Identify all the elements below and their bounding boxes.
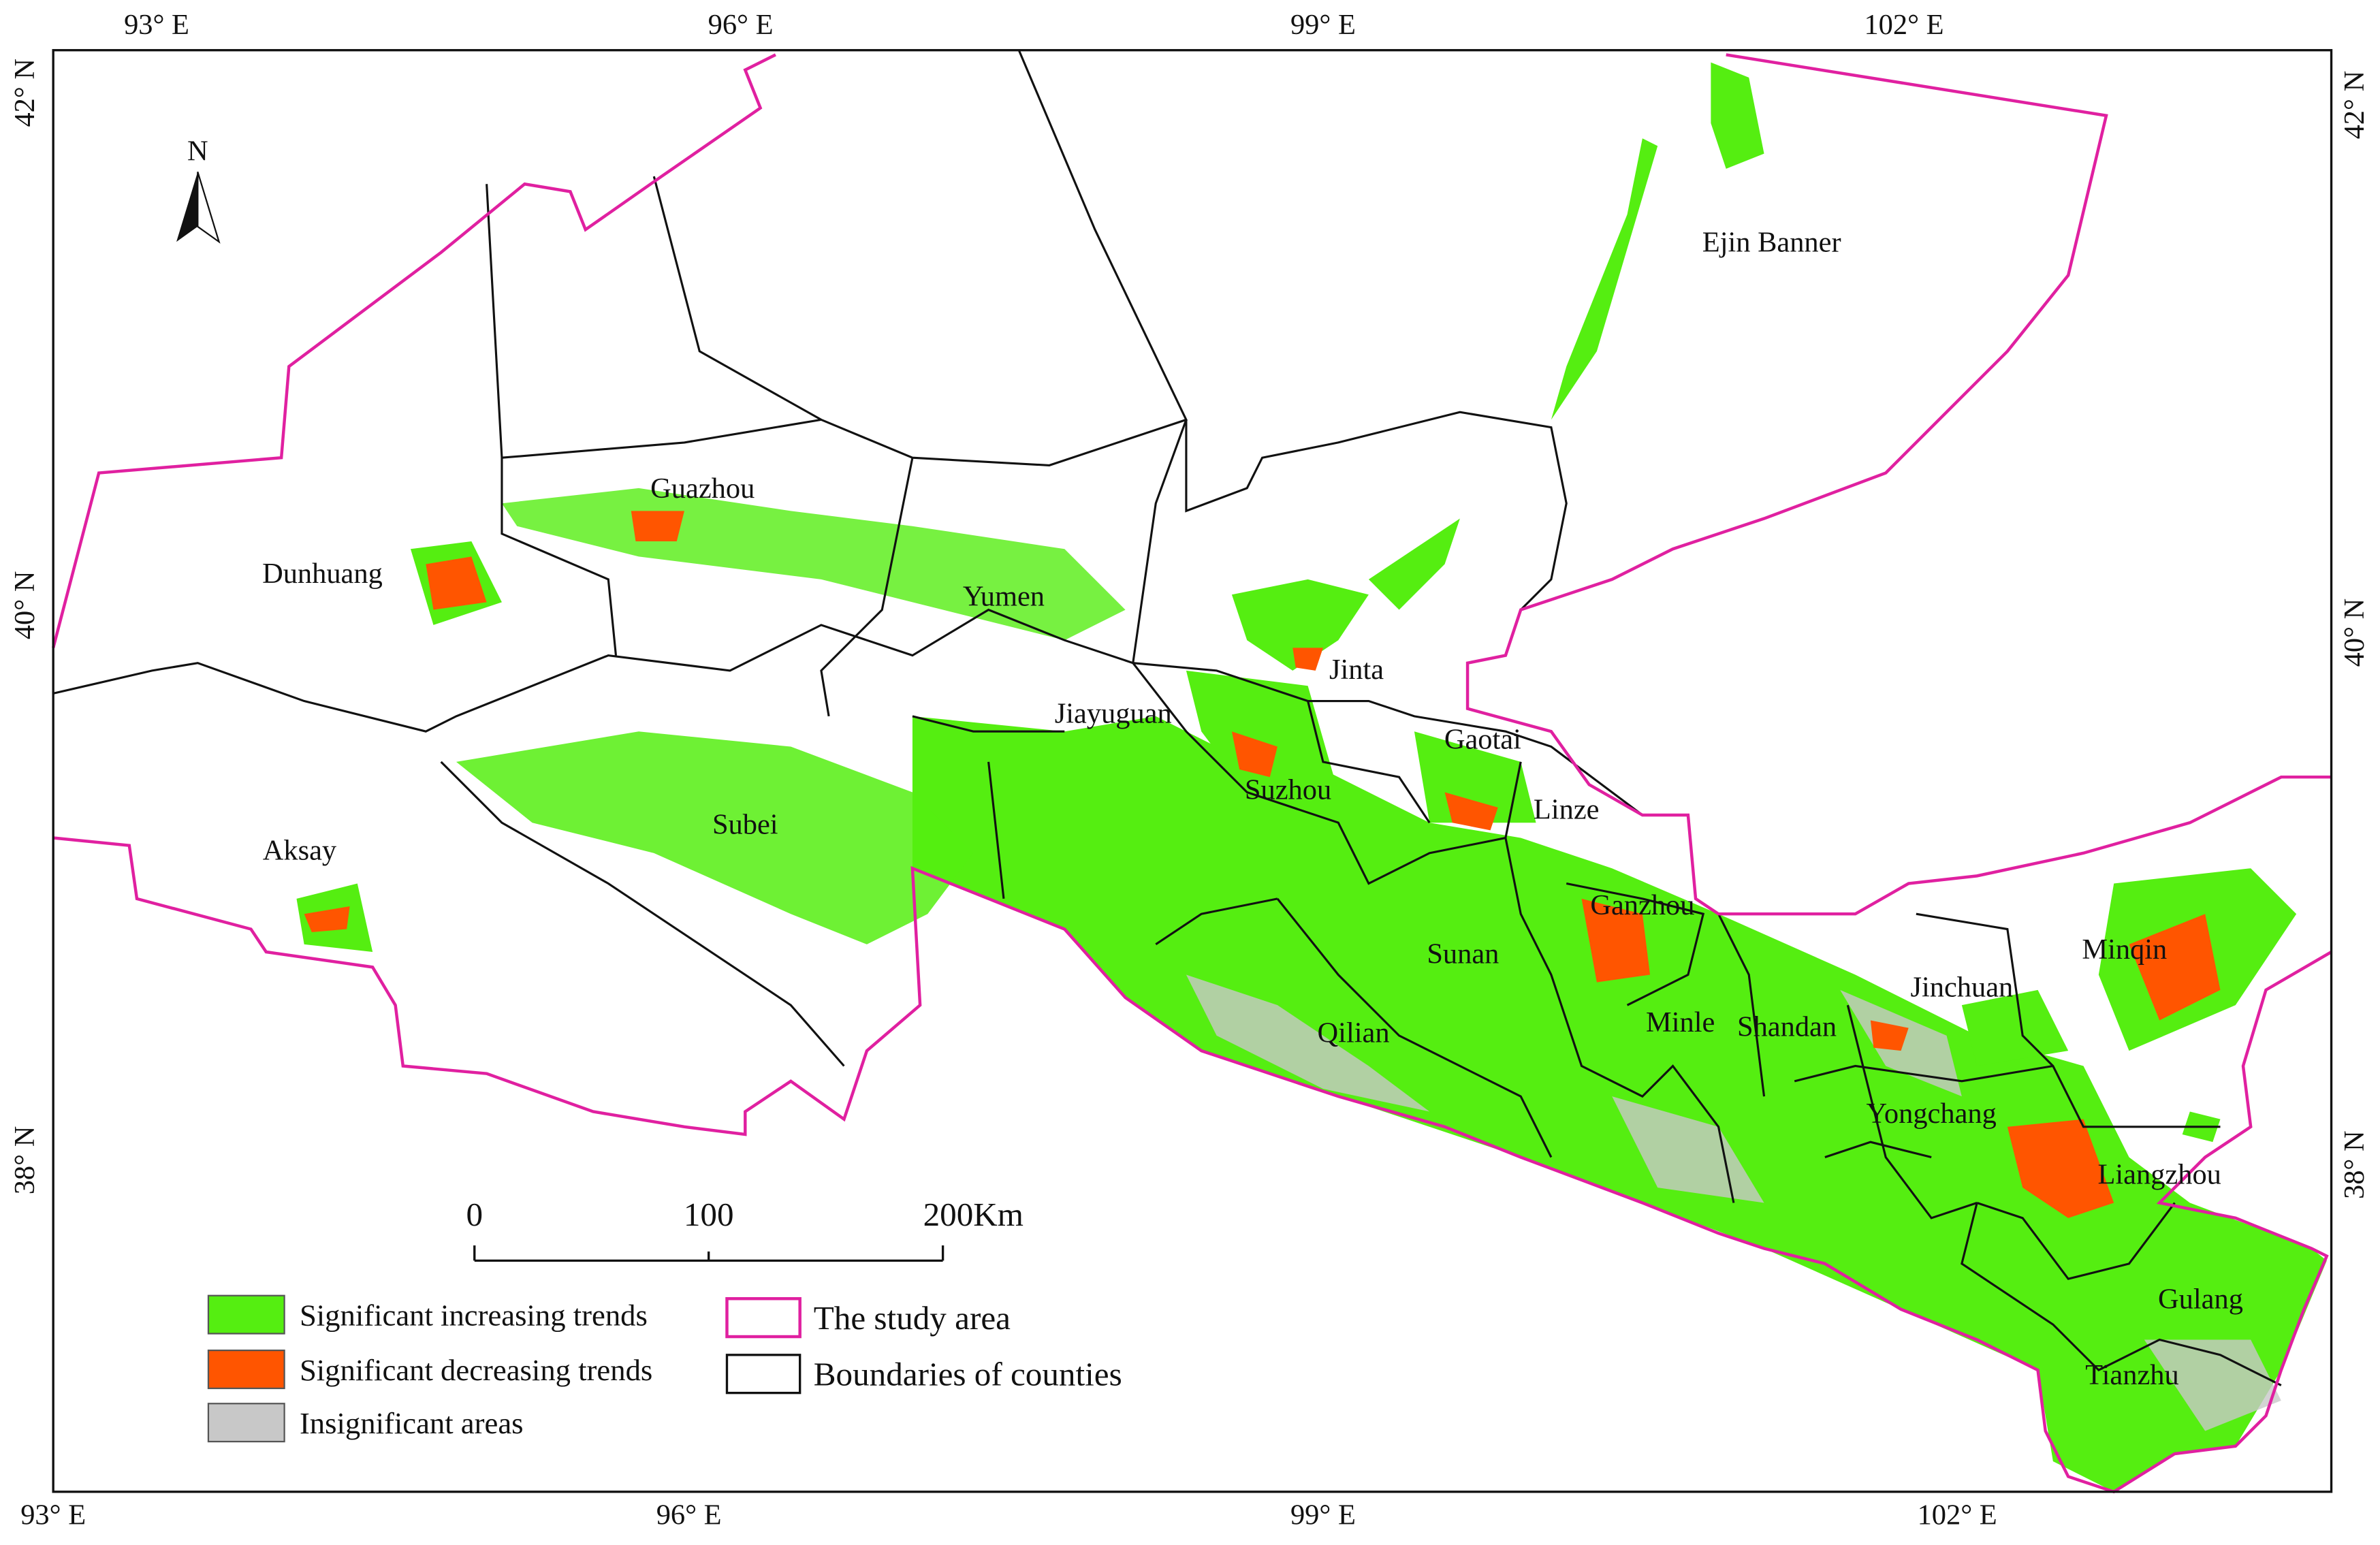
legend-swatch xyxy=(207,1403,285,1443)
longitude-label: 99° E xyxy=(1290,9,1356,41)
county-label: Jinta xyxy=(1329,654,1384,686)
county-label: Gulang xyxy=(2158,1283,2243,1315)
legend-swatch xyxy=(207,1294,285,1335)
legend-label: Boundaries of counties xyxy=(814,1356,1122,1393)
legend-label: Significant decreasing trends xyxy=(300,1353,652,1387)
latitude-label: 40° N xyxy=(9,571,41,640)
latitude-label: 40° N xyxy=(2338,599,2370,667)
study-area-boundary xyxy=(52,53,2332,1494)
insignificant-areas xyxy=(1186,974,2281,1431)
legend xyxy=(207,1294,802,1443)
north-label: N xyxy=(187,135,208,167)
longitude-label: 102° E xyxy=(1864,9,1943,41)
longitude-label: 96° E xyxy=(656,1499,722,1531)
scale-label: 100 xyxy=(684,1196,734,1233)
legend-label: Significant increasing trends xyxy=(300,1298,648,1332)
scale-label: 0 xyxy=(466,1196,483,1233)
latitude-label: 38° N xyxy=(2338,1130,2370,1199)
county-label: Minle xyxy=(1646,1006,1715,1038)
county-label: Suzhou xyxy=(1245,774,1331,806)
north-arrow: N xyxy=(176,135,221,244)
county-label: Gaotai xyxy=(1444,724,1521,756)
latitude-label: 42° N xyxy=(2338,71,2370,140)
county-label: Liangzhou xyxy=(2097,1158,2221,1190)
longitude-label: 96° E xyxy=(708,9,774,41)
county-label: Qilian xyxy=(1318,1017,1390,1049)
legend-swatch xyxy=(725,1296,802,1339)
county-label: Yumen xyxy=(963,581,1045,613)
map-frame xyxy=(52,49,2333,1493)
scale-label: 200Km xyxy=(923,1196,1024,1233)
county-label: Ganzhou xyxy=(1590,889,1694,921)
decreasing-areas xyxy=(304,511,2221,1218)
legend-swatch xyxy=(725,1354,802,1395)
scale-bar xyxy=(473,1245,945,1262)
county-label: Subei xyxy=(712,809,778,841)
county-label: Aksay xyxy=(263,835,337,867)
county-label: Sunan xyxy=(1427,938,1499,970)
county-boundaries xyxy=(52,50,2282,1386)
longitude-label: 93° E xyxy=(20,1499,86,1531)
county-label: Jiayuguan xyxy=(1055,698,1172,730)
county-label: Minqin xyxy=(2082,934,2167,966)
county-label: Shandan xyxy=(1737,1011,1837,1043)
longitude-label: 99° E xyxy=(1290,1499,1356,1531)
legend-label: The study area xyxy=(814,1299,1011,1337)
county-label: Ejin Banner xyxy=(1702,226,1841,258)
county-label: Jinchuan xyxy=(1910,972,2013,1004)
longitude-label: 93° E xyxy=(124,9,189,41)
county-label: Dunhuang xyxy=(262,558,383,590)
latitude-label: 42° N xyxy=(9,59,41,127)
county-label: Linze xyxy=(1534,793,1600,825)
legend-label: Insignificant areas xyxy=(300,1406,524,1440)
longitude-label: 102° E xyxy=(1918,1499,1997,1531)
legend-swatch xyxy=(207,1350,285,1390)
county-label: Guazhou xyxy=(650,473,755,505)
county-label: Tianzhu xyxy=(2085,1359,2178,1391)
latitude-label: 38° N xyxy=(9,1126,41,1195)
county-label: Yongchang xyxy=(1867,1098,1997,1130)
